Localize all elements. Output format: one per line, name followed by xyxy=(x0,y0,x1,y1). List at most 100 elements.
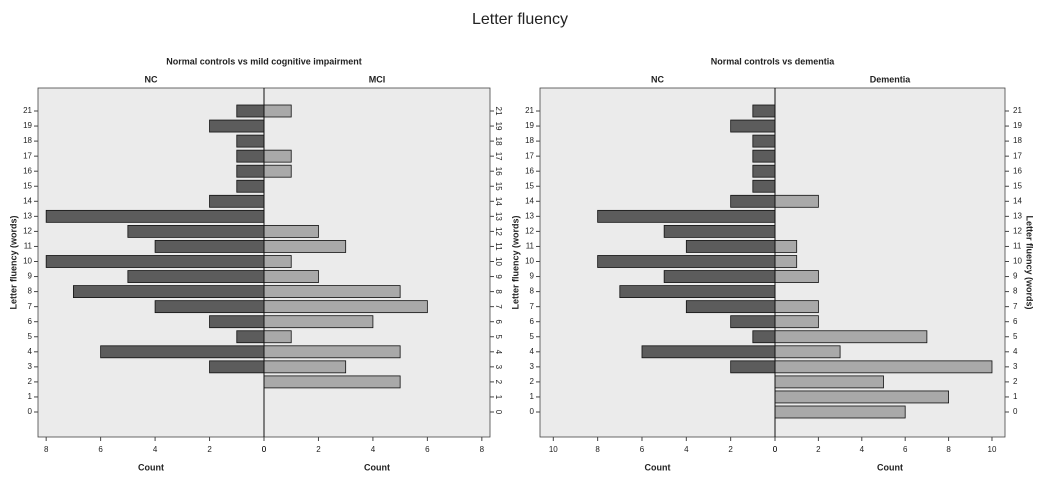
bar xyxy=(263,164,292,178)
y-tick-label: 3 xyxy=(530,362,535,371)
x-tick-label: 8 xyxy=(44,445,49,454)
y-tick-label: 13 xyxy=(494,212,503,221)
bar xyxy=(774,255,798,268)
x-tick-label: 10 xyxy=(549,445,558,454)
bar xyxy=(774,330,928,344)
y-tick-label: 19 xyxy=(23,121,32,130)
bar xyxy=(154,240,265,253)
bar xyxy=(730,194,776,208)
y-tick-label: 5 xyxy=(494,335,503,340)
bar xyxy=(127,224,265,238)
y-tick-label: 2 xyxy=(1013,377,1018,386)
bar xyxy=(127,270,265,283)
y-tick-label: 3 xyxy=(494,365,503,370)
y-tick-label: 0 xyxy=(28,407,33,416)
y-tick-label: 17 xyxy=(23,151,32,160)
bar xyxy=(45,209,265,223)
panel-header: NC xyxy=(651,74,664,84)
bar xyxy=(774,345,841,359)
y-tick-label: 13 xyxy=(525,211,534,220)
y-tick-label: 19 xyxy=(525,121,534,130)
bar xyxy=(663,224,776,238)
bar xyxy=(685,300,776,314)
y-tick-label: 2 xyxy=(28,377,33,386)
bar xyxy=(263,255,292,268)
bar xyxy=(72,285,265,299)
bar xyxy=(774,270,819,283)
chart-title: Normal controls vs mild cognitive impair… xyxy=(166,56,362,66)
x-tick-label: 2 xyxy=(207,445,212,454)
y-tick-label: 4 xyxy=(530,347,535,356)
y-tick-label: 17 xyxy=(494,152,503,161)
y-tick-label: 17 xyxy=(525,151,534,160)
y-tick-label: 4 xyxy=(1013,347,1018,356)
x-tick-label: 6 xyxy=(425,445,430,454)
y-tick-label: 3 xyxy=(28,362,33,371)
x-tick-label: 6 xyxy=(640,445,645,454)
bar xyxy=(263,315,374,329)
y-tick-label: 13 xyxy=(23,211,32,220)
y-tick-label: 5 xyxy=(530,332,535,341)
bar xyxy=(236,179,265,193)
bar xyxy=(752,179,776,193)
y-tick-label: 8 xyxy=(494,289,503,294)
bar xyxy=(263,104,292,118)
y-axis-title: Letter fluency (words) xyxy=(1025,215,1035,309)
y-tick-label: 3 xyxy=(1013,362,1018,371)
y-tick-label: 12 xyxy=(1013,227,1022,236)
bar xyxy=(752,164,776,178)
bar xyxy=(641,345,776,359)
x-tick-label: 6 xyxy=(903,445,908,454)
bar xyxy=(263,270,319,283)
bar xyxy=(774,405,906,419)
bar xyxy=(730,315,776,329)
y-tick-label: 12 xyxy=(525,227,534,236)
y-tick-label: 4 xyxy=(28,347,33,356)
x-tick-label: 6 xyxy=(98,445,103,454)
y-tick-label: 7 xyxy=(1013,302,1018,311)
bar xyxy=(209,194,265,208)
y-tick-label: 8 xyxy=(530,287,535,296)
y-tick-label: 15 xyxy=(494,182,503,191)
x-axis-title: Count xyxy=(645,462,671,472)
x-tick-label: 4 xyxy=(684,445,689,454)
y-tick-label: 9 xyxy=(494,274,503,279)
y-tick-label: 17 xyxy=(1013,151,1022,160)
y-tick-label: 4 xyxy=(494,350,503,355)
y-tick-label: 16 xyxy=(23,166,32,175)
x-axis-title: Count xyxy=(364,462,390,472)
x-tick-label: 0 xyxy=(773,445,778,454)
y-tick-label: 10 xyxy=(525,257,534,266)
x-tick-label: 2 xyxy=(316,445,321,454)
bar xyxy=(752,149,776,163)
y-tick-label: 11 xyxy=(494,242,503,251)
y-tick-label: 13 xyxy=(1013,211,1022,220)
bar xyxy=(236,104,265,118)
bar xyxy=(263,375,401,389)
y-tick-label: 21 xyxy=(494,107,503,116)
y-tick-label: 12 xyxy=(494,227,503,236)
bar xyxy=(263,285,401,299)
y-tick-label: 1 xyxy=(1013,392,1018,401)
bar xyxy=(45,255,265,268)
x-axis-title: Count xyxy=(138,462,164,472)
bar xyxy=(236,134,265,148)
y-tick-label: 7 xyxy=(494,304,503,309)
y-tick-label: 5 xyxy=(1013,332,1018,341)
y-tick-label: 11 xyxy=(24,242,33,251)
y-tick-label: 9 xyxy=(1013,272,1018,281)
bar xyxy=(752,330,776,344)
y-tick-label: 11 xyxy=(1013,242,1022,251)
bar xyxy=(209,360,265,374)
x-tick-label: 4 xyxy=(153,445,158,454)
bar xyxy=(209,315,265,329)
y-tick-label: 9 xyxy=(28,272,33,281)
y-tick-label: 16 xyxy=(494,167,503,176)
y-tick-label: 21 xyxy=(525,106,534,115)
bar xyxy=(236,149,265,163)
x-tick-label: 8 xyxy=(480,445,485,454)
y-tick-label: 2 xyxy=(530,377,535,386)
y-tick-label: 8 xyxy=(1013,287,1018,296)
y-tick-label: 14 xyxy=(23,196,32,205)
